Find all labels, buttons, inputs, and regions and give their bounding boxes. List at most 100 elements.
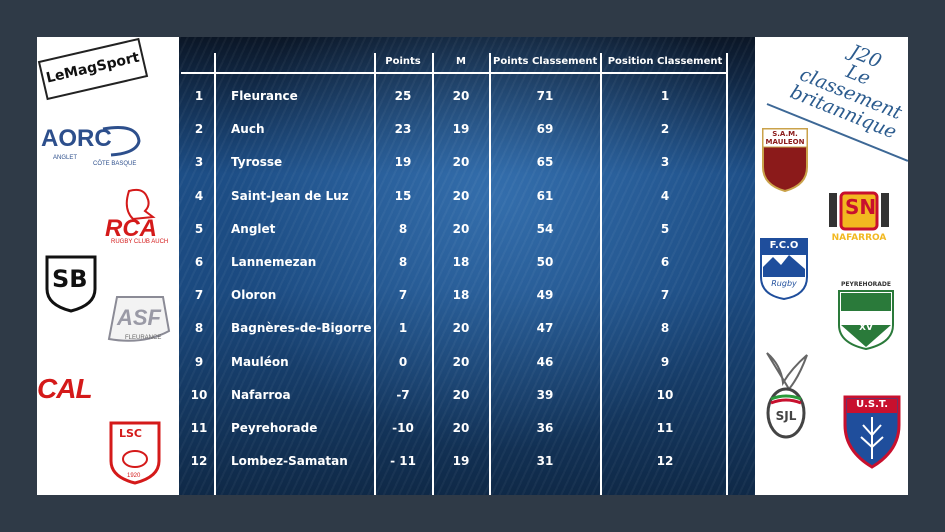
team-cell: Bagnères-de-Bigorre — [231, 321, 372, 335]
points-cell: 15 — [394, 189, 412, 203]
points-classement-cell: 54 — [536, 222, 554, 236]
matches-cell: 18 — [452, 255, 470, 269]
team-cell: Nafarroa — [231, 388, 291, 402]
position-cell: 11 — [656, 421, 674, 435]
points-cell: 8 — [398, 222, 408, 236]
sjl-bird-icon — [766, 352, 808, 439]
points-cell: 0 — [398, 355, 408, 369]
position-cell: 12 — [656, 454, 674, 468]
lemagsport-logo: LeMagSport — [37, 37, 149, 101]
rank-cell: 10 — [190, 388, 208, 402]
position-cell: 5 — [660, 222, 670, 236]
ust-name: U.S.T. — [855, 399, 889, 410]
matches-cell: 20 — [452, 89, 470, 103]
matches-cell: 20 — [452, 189, 470, 203]
position-cell: 9 — [660, 355, 670, 369]
sb-logo-text: SB — [52, 265, 88, 293]
rank-cell: 2 — [194, 122, 204, 136]
matches-cell: 20 — [452, 155, 470, 169]
points-classement-cell: 31 — [536, 454, 554, 468]
team-cell: Tyrosse — [231, 155, 283, 169]
points-classement-cell: 71 — [536, 89, 554, 103]
sam-mauleon-logo: S.A.M. MAULEON — [761, 127, 809, 193]
rank-cell: 4 — [194, 189, 204, 203]
header-divider — [181, 72, 726, 74]
rca-lion-icon — [125, 188, 156, 221]
lsc-logo: LSC 1920 — [109, 421, 161, 485]
rank-cell: 6 — [194, 255, 204, 269]
sb-shield-icon — [45, 255, 97, 313]
column-divider — [432, 53, 434, 495]
team-cell: Anglet — [231, 222, 276, 236]
rank-cell: 3 — [194, 155, 204, 169]
points-cell: -10 — [392, 421, 414, 435]
team-cell: Peyrehorade — [231, 421, 318, 435]
matches-cell: 18 — [452, 288, 470, 302]
sb-logo: SB — [45, 255, 97, 313]
position-cell: 6 — [660, 255, 670, 269]
points-cell: 25 — [394, 89, 412, 103]
cal-logo-text: CAL — [37, 373, 93, 404]
team-cell: Lannemezan — [231, 255, 317, 269]
rank-cell: 1 — [194, 89, 204, 103]
aorc-sub1: ANGLET — [53, 155, 78, 161]
matches-cell: 19 — [452, 122, 470, 136]
aorc-logo: AORC ANGLET CÔTE BASQUE — [41, 123, 141, 169]
slide: LeMagSport AORC ANGLET CÔTE BASQUE RCA R… — [37, 37, 908, 495]
fco-sub: Rugby — [771, 279, 797, 288]
aorc-swoosh-icon — [102, 126, 141, 157]
column-divider — [726, 53, 728, 495]
matches-cell: 20 — [452, 321, 470, 335]
header-position-classement: Position Classement — [607, 56, 723, 67]
rca-logo-text: RCA — [105, 215, 157, 242]
ust-shield-icon — [843, 395, 901, 469]
column-divider — [214, 53, 216, 495]
position-cell: 10 — [656, 388, 674, 402]
sam-line1: S.A.M. — [772, 130, 798, 138]
asf-logo: ASF FLEURANCE — [103, 295, 175, 347]
points-cell: 23 — [394, 122, 412, 136]
team-cell: Oloron — [231, 288, 277, 302]
rank-cell: 12 — [190, 454, 208, 468]
peyrehorade-logo: PEYREHORADE XV — [837, 281, 895, 351]
matches-cell: 20 — [452, 222, 470, 236]
peyrehorade-sub: XV — [859, 323, 873, 333]
rank-cell: 9 — [194, 355, 204, 369]
points-cell: 19 — [394, 155, 412, 169]
position-cell: 2 — [660, 122, 670, 136]
position-cell: 3 — [660, 155, 670, 169]
points-classement-cell: 50 — [536, 255, 554, 269]
cal-logo: CAL — [37, 373, 107, 409]
position-cell: 8 — [660, 321, 670, 335]
points-classement-cell: 65 — [536, 155, 554, 169]
header-m: M — [456, 56, 466, 67]
sam-line2: MAULEON — [765, 138, 805, 146]
column-divider — [489, 53, 491, 495]
team-cell: Auch — [231, 122, 265, 136]
points-classement-cell: 61 — [536, 189, 554, 203]
fco-shield-icon — [760, 238, 808, 301]
rank-cell: 5 — [194, 222, 204, 236]
matches-cell: 19 — [452, 454, 470, 468]
points-classement-cell: 36 — [536, 421, 554, 435]
fco-name: F.C.O — [769, 240, 799, 251]
column-divider — [600, 53, 602, 495]
fco-logo: F.C.O Rugby — [759, 237, 809, 301]
rca-logo: RCA RUGBY CLUB AUCH — [103, 187, 173, 247]
standings-table: Points M Points Classement Position Clas… — [179, 37, 755, 495]
rca-sub: RUGBY CLUB AUCH — [111, 239, 169, 245]
peyrehorade-shield-icon — [838, 290, 894, 351]
lsc-shield-icon — [109, 421, 161, 485]
matches-cell: 20 — [452, 355, 470, 369]
team-cell: Lombez-Samatan — [231, 454, 348, 468]
aorc-sub2: CÔTE BASQUE — [93, 161, 137, 167]
points-classement-cell: 39 — [536, 388, 554, 402]
sjl-name: SJL — [775, 409, 797, 423]
points-classement-cell: 46 — [536, 355, 554, 369]
asf-sub: FLEURANCE — [125, 335, 162, 341]
points-cell: -7 — [396, 388, 410, 402]
points-cell: 8 — [398, 255, 408, 269]
matches-cell: 20 — [452, 388, 470, 402]
points-cell: 1 — [398, 321, 408, 335]
team-cell: Mauléon — [231, 355, 289, 369]
